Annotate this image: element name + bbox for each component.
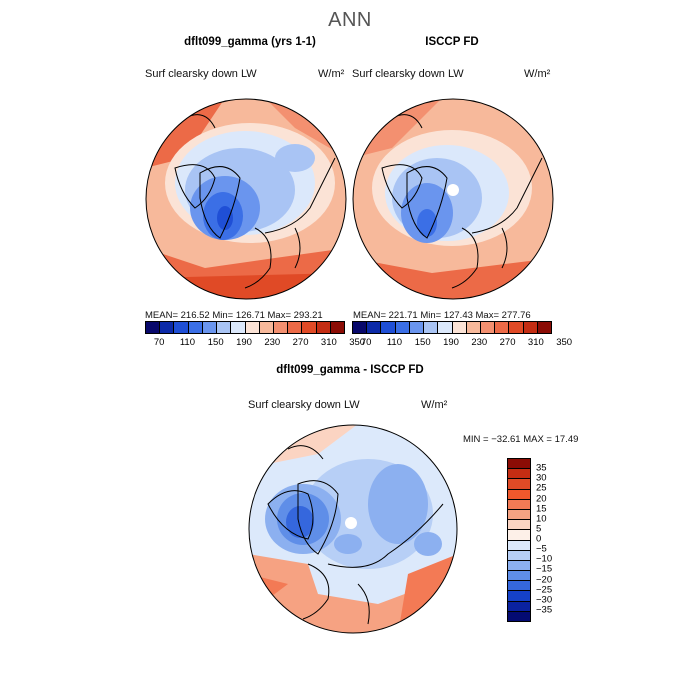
colorbar-swatch [508,611,530,621]
colorbar-swatch [508,560,530,572]
colorbar-tick-label: 350 [556,337,573,348]
colorbar-swatch [330,322,345,333]
colorbar-tick-label: 230 [264,337,281,348]
colorbar-swatch [508,540,530,551]
colorbar-swatch [452,322,467,333]
colorbar-swatch [523,322,538,333]
colorbar-tick-label: 310 [320,337,337,348]
colorbar-swatch [302,322,317,333]
colorbar-tick-label: 110 [179,337,195,348]
colorbar-tick-label: −35 [536,604,553,616]
colorbar-swatch [508,489,530,500]
panel1-colorbar-ticks: 70 110 150 190 230 270 310 350 [145,337,365,349]
panel1-variable-label: Surf clearsky down LW [145,68,257,80]
colorbar-tick-label: 10 [536,513,547,525]
colorbar-tick-label: −5 [536,543,547,555]
colorbar-swatch [495,322,510,333]
colorbar-swatch [202,322,218,333]
colorbar-swatch [508,601,530,612]
colorbar-swatch [160,322,175,333]
panel1-colorbar [145,321,345,334]
colorbar-tick-label: 350 [349,337,366,348]
colorbar-swatch [395,322,410,333]
colorbar-tick-label: 110 [386,337,402,348]
colorbar-swatch [466,322,481,333]
colorbar-tick-label: −15 [536,563,553,575]
colorbar-tick-label: 270 [499,337,516,348]
colorbar-swatch [508,469,530,480]
colorbar-tick-label: −25 [536,584,553,596]
panel2-title: ISCCP FD [425,36,479,48]
panel3-polar-map [248,424,458,634]
panel2-variable-label: Surf clearsky down LW [352,68,464,80]
colorbar-tick-label: 270 [292,337,309,348]
colorbar-tick-label: −20 [536,574,553,585]
colorbar-tick-label: 20 [536,493,547,504]
panel1-stats: MEAN= 216.52 Min= 126.71 Max= 293.21 [145,310,323,321]
panel1-units: W/m² [318,68,345,80]
panel2-colorbar-ticks: 70 110 150 190 230 270 310 350 [352,337,572,349]
colorbar-tick-label: 5 [536,523,542,535]
colorbar-swatch [245,322,260,333]
panel3-colorbar [507,458,531,622]
colorbar-swatch [537,322,552,333]
page-title: ANN [328,9,372,31]
colorbar-swatch [367,322,382,333]
colorbar-swatch [508,509,530,521]
panel1-polar-map [145,98,347,300]
colorbar-swatch [259,322,274,333]
panel3-colorbar-ticks: 35 30 25 20 15 10 5 0 −5 −10 −15 −20 −25 −30 −35 [536,458,576,620]
colorbar-tick-label: 0 [536,533,542,545]
colorbar-swatch [508,591,530,602]
colorbar-swatch [508,530,530,541]
colorbar-swatch [480,322,496,333]
colorbar-tick-label: 150 [207,337,224,348]
panel3-units: W/m² [421,399,448,411]
colorbar-swatch [288,322,303,333]
colorbar-swatch [438,322,453,333]
colorbar-tick-label: 310 [527,337,544,348]
colorbar-tick-label: 150 [414,337,431,348]
colorbar-swatch [217,322,232,333]
panel2-polar-map [352,98,554,300]
colorbar-swatch [508,479,530,490]
colorbar-swatch [508,581,530,592]
colorbar-tick-label: 190 [443,337,459,348]
colorbar-swatch [146,322,161,333]
colorbar-swatch [508,520,530,531]
colorbar-tick-label: 30 [536,472,547,484]
colorbar-tick-label: 35 [536,462,547,474]
panel2-stats: MEAN= 221.71 Min= 127.43 Max= 277.76 [353,310,531,321]
panel2-units: W/m² [524,68,551,80]
colorbar-tick-label: −10 [536,553,553,565]
colorbar-tick-label: 230 [471,337,488,348]
panel3-title: dflt099_gamma - ISCCP FD [276,364,424,376]
colorbar-tick-label: 70 [153,337,165,348]
panel1-title: dflt099_gamma (yrs 1-1) [184,36,316,48]
colorbar-swatch [424,322,439,333]
panel3-stats: MIN = −32.61 MAX = 17.49 [463,434,579,445]
colorbar-swatch [381,322,396,333]
colorbar-swatch [508,571,530,582]
colorbar-swatch [231,322,246,333]
colorbar-swatch [273,322,289,333]
panel2-colorbar [352,321,552,334]
colorbar-tick-label: 15 [536,503,547,515]
colorbar-tick-label: 70 [360,337,372,348]
colorbar-tick-label: 25 [536,482,547,494]
colorbar-swatch [508,550,530,561]
colorbar-tick-label: 190 [236,337,252,348]
colorbar-swatch [316,322,331,333]
colorbar-swatch [174,322,189,333]
colorbar-tick-label: −30 [536,594,553,606]
colorbar-swatch [508,459,530,470]
colorbar-swatch [188,322,203,333]
panel3-variable-label: Surf clearsky down LW [248,399,360,411]
colorbar-swatch [353,322,368,333]
colorbar-swatch [509,322,524,333]
colorbar-swatch [409,322,425,333]
colorbar-swatch [508,499,530,510]
